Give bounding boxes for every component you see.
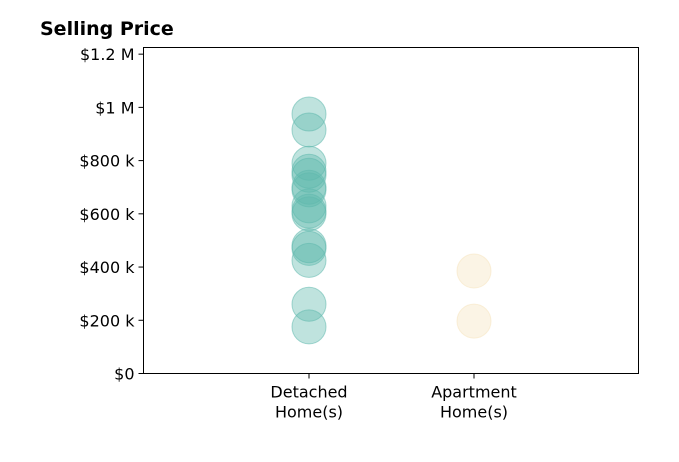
data-point	[291, 172, 327, 208]
y-tick-label: $1.2 M	[80, 45, 135, 64]
x-tick-label: Apartment	[431, 383, 517, 402]
data-point	[291, 145, 327, 181]
x-tick-label: Home(s)	[440, 403, 508, 422]
data-point	[456, 303, 492, 339]
data-point	[291, 196, 327, 232]
data-point	[291, 157, 327, 193]
data-point	[291, 96, 327, 132]
y-tick-label: $600 k	[79, 205, 135, 224]
chart-title: Selling Price	[40, 18, 174, 40]
data-point	[456, 253, 492, 289]
y-tick-label: $400 k	[79, 258, 135, 277]
y-axis: $0 $200 k $400 k $600 k $800 k $1 M $1.2 M	[79, 45, 144, 384]
data-point	[291, 112, 327, 148]
data-points	[291, 96, 492, 345]
y-tick-label: $1 M	[95, 98, 134, 117]
data-point	[291, 286, 327, 322]
data-point	[291, 309, 327, 345]
data-point	[291, 188, 327, 224]
y-tick-label: $800 k	[79, 152, 135, 171]
y-tick-label: $200 k	[79, 311, 135, 330]
y-tick-label: $0	[114, 365, 134, 384]
x-tick-label: Detached	[270, 383, 347, 402]
x-tick-label: Home(s)	[275, 403, 343, 422]
data-point	[291, 230, 327, 266]
plot-frame	[143, 47, 639, 374]
data-point	[291, 242, 327, 278]
